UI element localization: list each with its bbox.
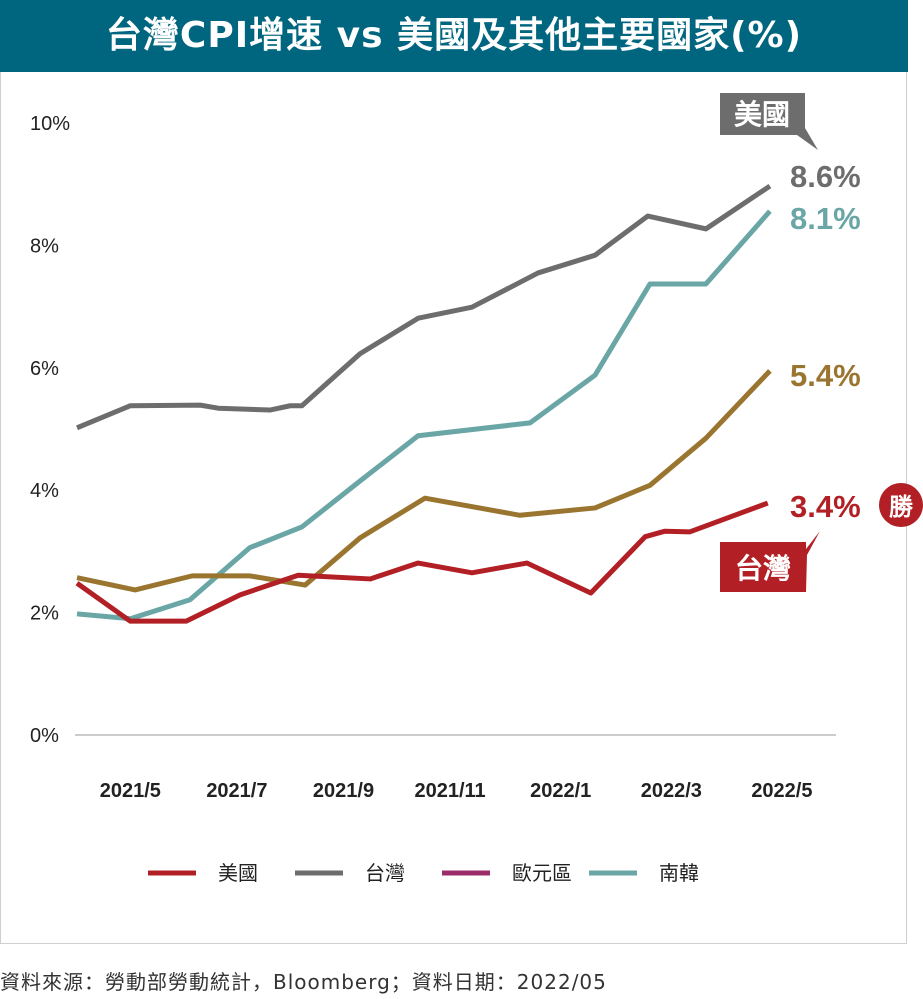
end-label-brown: 5.4% <box>790 358 861 393</box>
callout-red-label: 台灣 <box>735 552 791 585</box>
badge-label: 勝 <box>889 493 914 521</box>
end-label-teal: 8.1% <box>790 201 861 236</box>
y-tick-label: 10% <box>30 113 70 135</box>
y-tick-label: 8% <box>30 235 59 257</box>
legend-label: 美國 <box>218 861 258 885</box>
x-tick-label: 2022/5 <box>751 780 812 802</box>
legend-label: 南韓 <box>659 861 699 885</box>
y-tick-label: 0% <box>30 725 59 747</box>
legend-label: 歐元區 <box>512 861 572 885</box>
series-line-1 <box>76 183 772 431</box>
end-label-red: 3.4% <box>790 489 861 524</box>
x-tick-label: 2021/11 <box>414 780 485 802</box>
y-tick-label: 6% <box>30 358 59 380</box>
series-line-3 <box>76 209 772 622</box>
callout-red: 台灣 <box>720 531 820 592</box>
x-tick-label: 2022/3 <box>641 780 702 802</box>
callout-gray-label: 美國 <box>734 98 790 131</box>
badge: 勝 <box>879 483 923 527</box>
x-tick-label: 2021/9 <box>313 780 374 802</box>
y-tick-label: 2% <box>30 603 59 625</box>
end-label-gray: 8.6% <box>790 159 861 194</box>
callout-gray: 美國 <box>720 93 818 150</box>
source-note: 資料來源：勞動部勞動統計，Bloomberg；資料日期：2022/05 <box>0 970 607 994</box>
x-tick-label: 2021/5 <box>100 780 161 802</box>
chart-title: 台灣CPI增速 vs 美國及其他主要國家(%) <box>0 0 908 72</box>
x-tick-label: 2021/7 <box>206 780 267 802</box>
series-line-4 <box>76 369 772 593</box>
x-tick-label: 2022/1 <box>530 780 591 802</box>
legend-label: 台灣 <box>365 861 405 885</box>
legend: 美國 台灣 歐元區 南韓 <box>148 861 699 885</box>
series-line-0 <box>75 500 769 624</box>
y-tick-label: 4% <box>30 480 59 502</box>
